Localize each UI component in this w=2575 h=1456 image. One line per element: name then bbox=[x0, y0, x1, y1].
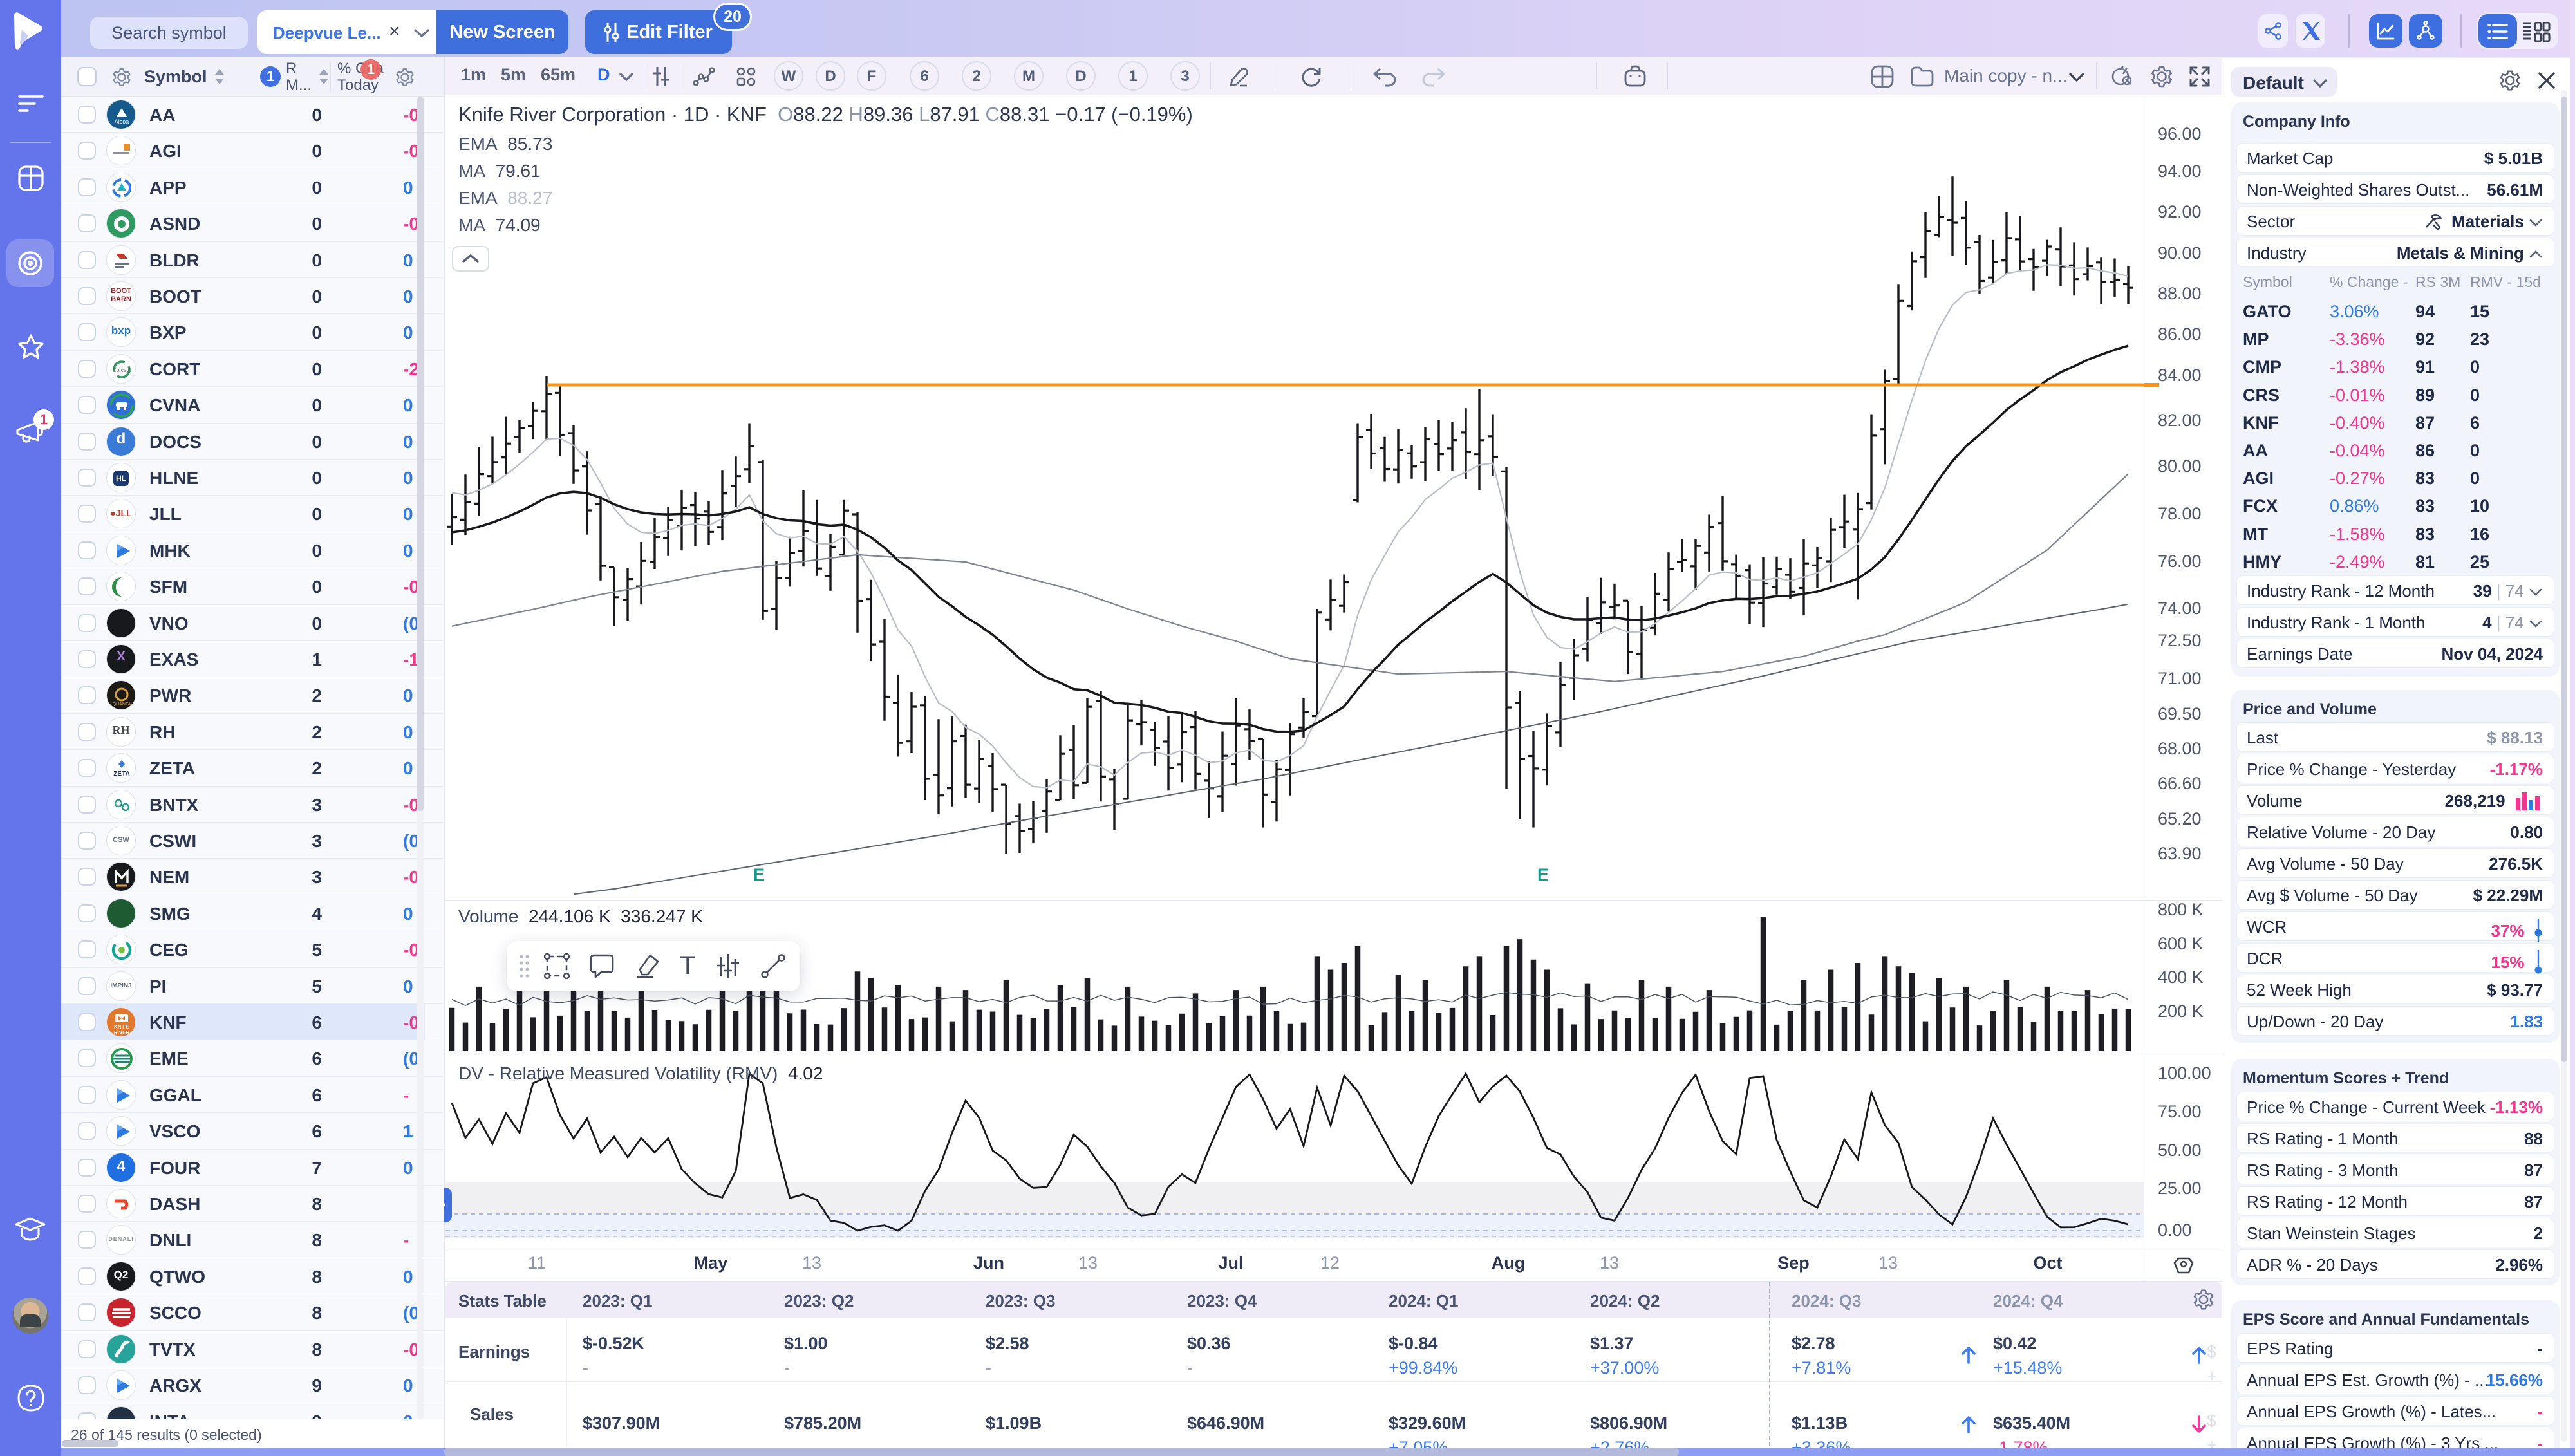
svg-text:Corcept: Corcept bbox=[113, 368, 131, 373]
svg-text:QUANTA: QUANTA bbox=[113, 702, 131, 707]
svg-text:KNIFE: KNIFE bbox=[114, 1024, 130, 1030]
svg-text:RIVER: RIVER bbox=[114, 1030, 130, 1036]
svg-text:Alcoa: Alcoa bbox=[115, 118, 129, 125]
svg-text:ZETA: ZETA bbox=[113, 770, 129, 778]
